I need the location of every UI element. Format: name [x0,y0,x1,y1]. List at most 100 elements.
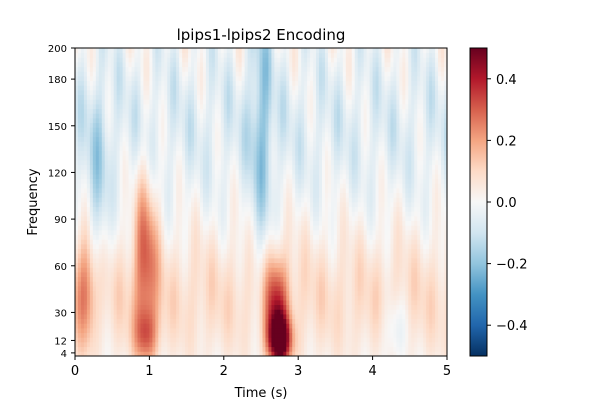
heatmap-cell [128,174,132,180]
heatmap-cell [86,76,91,82]
heatmap-cell [208,300,213,306]
heatmap-cell [194,127,198,133]
heatmap-cell [170,346,174,352]
heatmap-cell [107,160,112,166]
heatmap-cell [268,160,272,166]
heatmap-cell [256,342,260,348]
heatmap-cell [170,150,174,156]
heatmap-cell [277,258,281,264]
heatmap-cell [107,244,112,250]
heatmap-cell [131,94,135,100]
heatmap-cell [208,253,213,259]
heatmap-cell [161,122,165,128]
heatmap-cell [149,295,153,301]
heatmap-cell [122,300,126,306]
heatmap-cell [262,57,266,63]
heatmap-cell [104,141,109,147]
heatmap-cell [122,248,126,254]
heatmap-cell [226,164,231,170]
heatmap-cell [140,118,144,124]
heatmap-cell [286,136,290,142]
heatmap-cell [164,169,168,175]
heatmap-cell [185,174,189,180]
heatmap-cell [107,211,112,217]
heatmap-cell [226,267,231,273]
heatmap-cell [161,346,165,352]
heatmap-cell [223,178,228,184]
heatmap-cell [256,188,260,194]
heatmap-cell [83,244,88,250]
heatmap-cell [244,174,249,180]
heatmap-cell [158,132,162,138]
heatmap-cell [176,150,180,156]
heatmap-cell [89,160,94,166]
heatmap-cell [202,272,207,278]
heatmap-cell [268,169,272,175]
heatmap-cell [134,127,138,133]
heatmap-cell [274,351,278,357]
heatmap-cell [155,52,159,58]
heatmap-cell [101,295,106,301]
heatmap-cell [92,48,97,54]
heatmap-cell [101,178,106,184]
heatmap-cell [256,164,260,170]
heatmap-cell [77,169,82,175]
heatmap-cell [199,108,204,114]
heatmap-cell [161,323,165,329]
heatmap-cell [113,253,118,259]
heatmap-cell [176,52,180,58]
heatmap-cell [191,342,195,348]
heatmap-cell [271,146,275,152]
heatmap-cell [119,211,124,217]
heatmap-cell [226,169,231,175]
heatmap-cell [185,295,189,301]
heatmap-cell [179,202,183,208]
heatmap-cell [149,267,153,273]
heatmap-cell [292,328,296,334]
heatmap-cell [223,272,228,278]
heatmap-cell [277,192,281,198]
heatmap-cell [146,52,150,58]
heatmap-cell [137,225,141,231]
heatmap-cell [140,104,144,110]
heatmap-cell [244,118,249,124]
heatmap-cell [101,141,106,147]
heatmap-cell [155,323,159,329]
heatmap-cell [214,337,219,343]
heatmap-cell [113,267,118,273]
heatmap-cell [146,342,150,348]
heatmap-cell [259,160,263,166]
heatmap-cell [131,286,135,292]
heatmap-cell [298,234,302,240]
heatmap-cell [83,155,88,161]
heatmap-cell [280,342,284,348]
heatmap-cell [149,52,153,58]
heatmap-cell [202,234,207,240]
heatmap-cell [188,141,192,147]
heatmap-cell [152,80,156,86]
heatmap-cell [134,346,138,352]
heatmap-cell [116,281,121,287]
heatmap-cell [199,253,204,259]
heatmap-cell [86,150,91,156]
heatmap-cell [268,57,272,63]
heatmap-cell [92,178,97,184]
heatmap-cell [191,141,195,147]
heatmap-cell [134,276,138,282]
heatmap-cell [179,113,183,119]
heatmap-cell [208,230,213,236]
heatmap-cell [167,94,171,100]
heatmap-cell [152,136,156,142]
heatmap-cell [262,62,266,68]
heatmap-cell [250,52,254,58]
heatmap-cell [250,351,254,357]
heatmap-cell [107,276,112,282]
heatmap-cell [268,272,272,278]
heatmap-cell [176,146,180,152]
heatmap-cell [229,188,234,194]
heatmap-cell [262,286,266,292]
heatmap-cell [235,71,240,77]
heatmap-cell [256,192,260,198]
heatmap-cell [89,150,94,156]
heatmap-cell [75,197,79,203]
